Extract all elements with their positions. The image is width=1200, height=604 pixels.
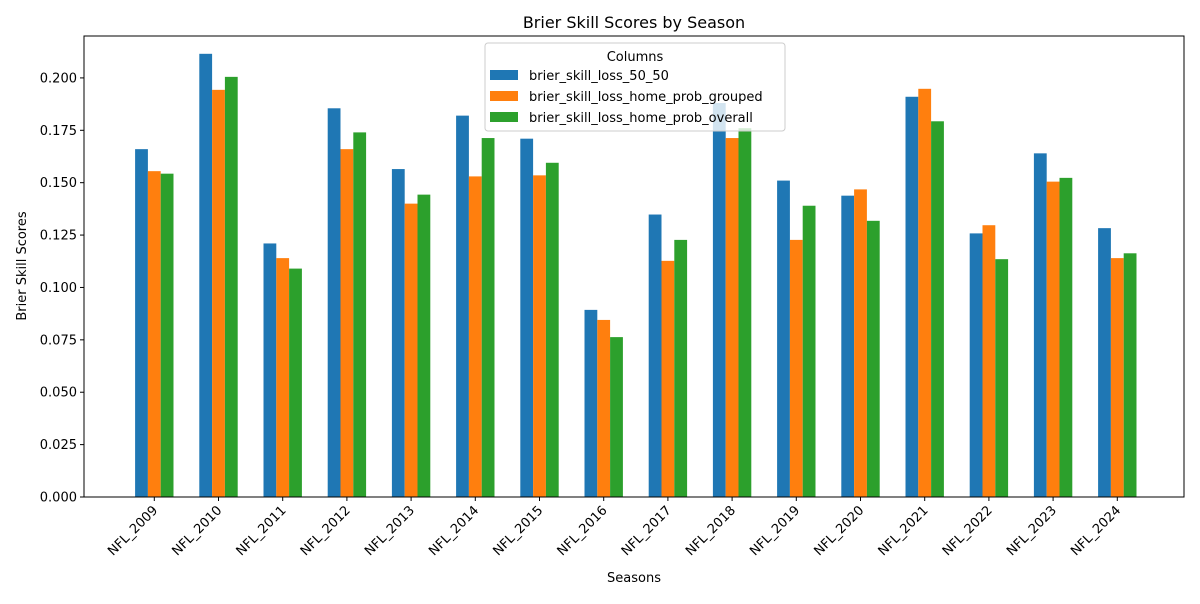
bar-brier_skill_loss_home_prob_overall-NFL_2017 [674, 239, 688, 497]
bar-brier_skill_loss_home_prob_overall-NFL_2009 [160, 173, 174, 498]
bar-brier_skill_loss_home_prob_overall-NFL_2015 [545, 162, 559, 497]
bar-brier_skill_loss_50_50-NFL_2009 [135, 149, 148, 497]
bar-brier_skill_loss_home_prob_grouped-NFL_2016 [597, 319, 611, 497]
bar-brier_skill_loss_home_prob_grouped-NFL_2010 [212, 89, 225, 497]
bar-brier_skill_loss_home_prob_overall-NFL_2010 [224, 76, 238, 498]
bar-brier_skill_loss_50_50-NFL_2018 [712, 103, 726, 498]
x-axis: NFL_2009 NFL_2010 NFL_2011 NFL_2012 NFL_2013… [105, 497, 1124, 559]
legend-swatch-brier_skill_loss_50_50 [490, 70, 518, 80]
x-tick-label: NFL_2020 [811, 503, 867, 559]
bar-brier_skill_loss_50_50-NFL_2024 [1098, 228, 1111, 497]
y-tick-label: 0.050 [40, 386, 77, 401]
x-axis-label: Seasons [607, 571, 661, 586]
y-tick-label: 0.000 [40, 491, 77, 506]
bar-brier_skill_loss_50_50-NFL_2012 [327, 108, 341, 497]
x-tick-label: NFL_2017 [619, 503, 675, 559]
y-tick-label: 0.150 [40, 176, 77, 191]
bar-brier_skill_loss_home_prob_overall-NFL_2016 [610, 337, 623, 497]
x-tick-label: NFL_2022 [940, 503, 996, 559]
y-axis-label: Brier Skill Scores [15, 211, 30, 321]
legend-box [484, 42, 786, 132]
bar-brier_skill_loss_home_prob_overall-NFL_2018 [738, 128, 752, 497]
y-tick-label: 0.075 [40, 333, 77, 348]
bar-brier_skill_loss_home_prob_overall-NFL_2023 [1059, 177, 1073, 498]
x-tick-label: NFL_2018 [683, 503, 739, 559]
x-tick-label: NFL_2011 [234, 503, 290, 559]
x-tick-label: NFL_2024 [1068, 503, 1124, 559]
bar-brier_skill_loss_50_50-NFL_2020 [841, 195, 855, 498]
bar-brier_skill_loss_home_prob_grouped-NFL_2013 [404, 203, 418, 497]
x-tick-label: NFL_2009 [105, 503, 161, 559]
bar-brier_skill_loss_home_prob_grouped-NFL_2023 [1046, 181, 1060, 497]
bar-brier_skill_loss_home_prob_overall-NFL_2021 [931, 121, 944, 497]
bar-brier_skill_loss_50_50-NFL_2016 [584, 309, 598, 497]
bar-brier_skill_loss_home_prob_grouped-NFL_2015 [533, 175, 546, 497]
bar-brier_skill_loss_home_prob_overall-NFL_2013 [417, 194, 431, 497]
legend-swatch-brier_skill_loss_home_prob_overall [490, 112, 518, 122]
legend-label-brier_skill_loss_home_prob_grouped: brier_skill_loss_home_prob_grouped [529, 90, 763, 105]
x-tick-label: NFL_2014 [426, 503, 482, 559]
bar-brier_skill_loss_home_prob_overall-NFL_2024 [1123, 253, 1137, 497]
x-tick-label: NFL_2013 [362, 503, 418, 559]
bar-brier_skill_loss_50_50-NFL_2011 [263, 243, 277, 497]
x-tick-label: NFL_2023 [1004, 503, 1060, 559]
legend-label-brier_skill_loss_50_50: brier_skill_loss_50_50 [529, 69, 669, 84]
x-tick-label: NFL_2012 [298, 503, 354, 559]
bar-brier_skill_loss_50_50-NFL_2017 [648, 214, 662, 497]
x-tick-label: NFL_2019 [747, 503, 803, 559]
y-tick-label: 0.125 [40, 229, 77, 244]
bar-brier_skill_loss_home_prob_grouped-NFL_2022 [982, 225, 996, 497]
bar-brier_skill_loss_home_prob_grouped-NFL_2009 [147, 171, 161, 497]
bar-brier_skill_loss_home_prob_grouped-NFL_2024 [1110, 258, 1124, 497]
bar-brier_skill_loss_home_prob_grouped-NFL_2021 [918, 88, 932, 497]
bar-brier_skill_loss_home_prob_grouped-NFL_2018 [725, 138, 739, 498]
bar-brier_skill_loss_50_50-NFL_2021 [905, 96, 919, 498]
y-axis: 0.000 0.025 0.050 0.075 0.100 0.125 0.150 0.175… [40, 71, 84, 506]
chart-title: Brier Skill Scores by Season [523, 13, 745, 32]
y-tick-label: 0.200 [40, 71, 77, 86]
bar-brier_skill_loss_home_prob_overall-NFL_2012 [353, 132, 367, 497]
legend-swatch-brier_skill_loss_home_prob_grouped [490, 91, 518, 101]
bar-brier_skill_loss_50_50-NFL_2023 [1033, 153, 1047, 497]
bar-brier_skill_loss_home_prob_grouped-NFL_2014 [468, 176, 482, 497]
bar-brier_skill_loss_home_prob_grouped-NFL_2011 [276, 258, 290, 497]
legend-label-brier_skill_loss_home_prob_overall: brier_skill_loss_home_prob_overall [529, 111, 753, 126]
bar-brier_skill_loss_50_50-NFL_2019 [777, 180, 790, 497]
x-tick-label: NFL_2010 [169, 503, 225, 559]
bar-brier_skill_loss_home_prob_grouped-NFL_2017 [661, 260, 675, 497]
bar-brier_skill_loss_home_prob_overall-NFL_2020 [866, 220, 880, 497]
legend: Columns brier_skill_loss_50_50 brier_skil… [484, 42, 786, 132]
bar-brier_skill_loss_50_50-NFL_2015 [520, 138, 534, 497]
bar-brier_skill_loss_50_50-NFL_2014 [456, 115, 469, 497]
bar-brier_skill_loss_50_50-NFL_2022 [969, 233, 983, 497]
bar-brier_skill_loss_50_50-NFL_2013 [391, 169, 405, 497]
y-tick-label: 0.175 [40, 124, 77, 139]
bar-brier_skill_loss_home_prob_overall-NFL_2022 [995, 259, 1009, 497]
bar-brier_skill_loss_home_prob_grouped-NFL_2012 [340, 149, 354, 497]
legend-title: Columns [607, 50, 664, 65]
bar-brier_skill_loss_home_prob_overall-NFL_2019 [802, 205, 816, 498]
y-tick-label: 0.100 [40, 281, 77, 296]
bar-brier_skill_loss_home_prob_grouped-NFL_2019 [789, 239, 803, 497]
y-tick-label: 0.025 [40, 438, 77, 453]
bar-brier_skill_loss_home_prob_overall-NFL_2014 [481, 138, 495, 498]
plot-frame [83, 35, 1185, 498]
bars-group [135, 53, 1137, 498]
bar-brier_skill_loss_home_prob_grouped-NFL_2020 [854, 189, 867, 497]
x-tick-label: NFL_2016 [555, 503, 611, 559]
bar-brier_skill_loss_50_50-NFL_2010 [199, 53, 213, 498]
bar-brier_skill_loss_home_prob_overall-NFL_2011 [289, 268, 302, 497]
x-tick-label: NFL_2015 [490, 503, 546, 559]
x-tick-label: NFL_2021 [876, 503, 932, 559]
